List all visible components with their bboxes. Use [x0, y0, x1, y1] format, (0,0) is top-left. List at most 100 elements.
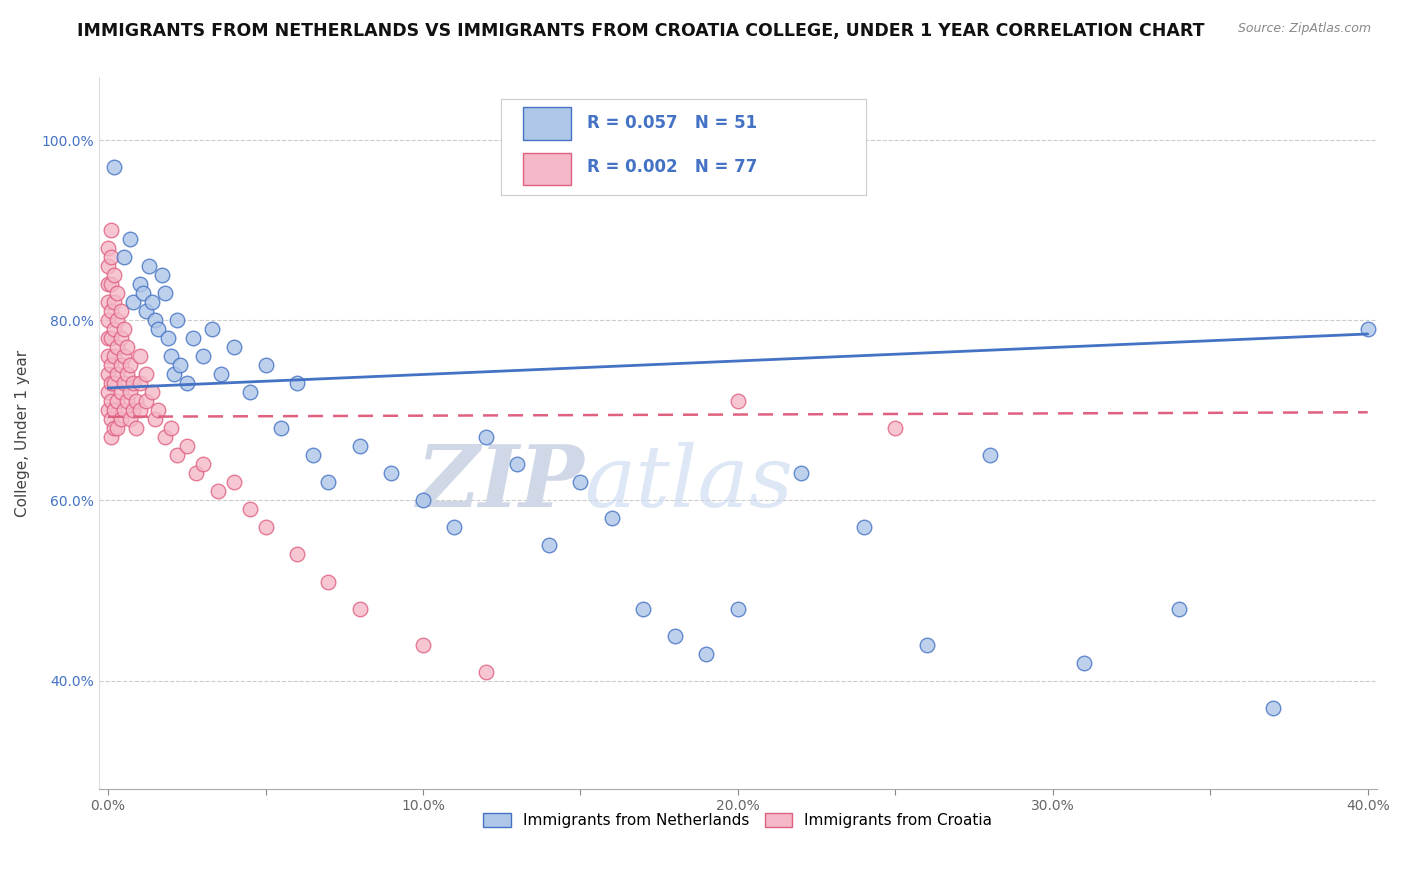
Point: [120, 385, 142, 400]
Point: [181, 331, 204, 345]
Point: [103, 322, 125, 336]
Point: [160, 421, 183, 435]
Point: [97, 277, 120, 292]
Point: [97, 350, 120, 364]
Point: [1263, 700, 1285, 714]
Point: [107, 368, 129, 382]
Point: [301, 449, 323, 463]
Point: [103, 421, 125, 435]
Point: [150, 268, 173, 283]
Point: [412, 638, 434, 652]
Point: [110, 385, 132, 400]
Y-axis label: College, Under 1 year: College, Under 1 year: [15, 350, 30, 516]
Point: [103, 350, 125, 364]
Point: [349, 440, 371, 454]
Point: [97, 295, 120, 310]
Point: [103, 295, 125, 310]
Point: [201, 322, 224, 336]
Point: [153, 286, 176, 301]
Point: [1357, 322, 1379, 336]
Point: [135, 304, 157, 318]
Point: [349, 601, 371, 615]
Point: [97, 331, 120, 345]
Point: [156, 331, 179, 345]
Point: [131, 286, 153, 301]
Point: [122, 403, 145, 417]
Text: IMMIGRANTS FROM NETHERLANDS VS IMMIGRANTS FROM CROATIA COLLEGE, UNDER 1 YEAR COR: IMMIGRANTS FROM NETHERLANDS VS IMMIGRANT…: [77, 22, 1205, 40]
Point: [239, 385, 262, 400]
Point: [128, 277, 150, 292]
Point: [97, 368, 120, 382]
Point: [141, 295, 163, 310]
Point: [112, 403, 135, 417]
Point: [186, 467, 208, 481]
Text: atlas: atlas: [585, 442, 793, 524]
Point: [110, 331, 132, 345]
Point: [112, 251, 135, 265]
Point: [122, 376, 145, 391]
Point: [148, 403, 170, 417]
Point: [169, 359, 191, 373]
Point: [285, 376, 308, 391]
Point: [727, 394, 749, 409]
Point: [97, 403, 120, 417]
Point: [122, 295, 145, 310]
Point: [153, 430, 176, 444]
Point: [125, 394, 148, 409]
Point: [103, 268, 125, 283]
Point: [664, 628, 686, 642]
Point: [135, 394, 157, 409]
Point: [163, 368, 186, 382]
Point: [285, 548, 308, 562]
Point: [100, 223, 122, 237]
Point: [128, 403, 150, 417]
Point: [979, 449, 1001, 463]
Point: [148, 322, 170, 336]
Point: [412, 493, 434, 508]
Point: [380, 467, 402, 481]
Point: [475, 665, 498, 679]
Point: [100, 430, 122, 444]
Point: [239, 502, 262, 516]
Point: [128, 376, 150, 391]
Point: [915, 638, 938, 652]
Point: [254, 520, 277, 534]
Point: [112, 322, 135, 336]
Point: [97, 313, 120, 327]
Point: [100, 251, 122, 265]
Point: [160, 350, 183, 364]
Point: [166, 449, 188, 463]
Point: [270, 421, 292, 435]
Point: [120, 359, 142, 373]
Point: [138, 260, 160, 274]
Point: [103, 376, 125, 391]
Point: [135, 368, 157, 382]
Point: [120, 232, 142, 246]
Point: [443, 520, 465, 534]
Point: [110, 359, 132, 373]
Point: [125, 421, 148, 435]
Point: [107, 286, 129, 301]
Point: [100, 277, 122, 292]
Point: [128, 350, 150, 364]
Text: ZIP: ZIP: [416, 441, 585, 524]
Point: [97, 260, 120, 274]
Text: Source: ZipAtlas.com: Source: ZipAtlas.com: [1237, 22, 1371, 36]
Point: [600, 511, 623, 525]
Point: [166, 313, 188, 327]
Point: [141, 385, 163, 400]
Point: [790, 467, 813, 481]
Point: [207, 484, 229, 499]
Point: [569, 475, 592, 490]
Point: [103, 161, 125, 175]
Point: [318, 475, 340, 490]
Point: [475, 430, 498, 444]
Legend: Immigrants from Netherlands, Immigrants from Croatia: Immigrants from Netherlands, Immigrants …: [477, 806, 998, 834]
Point: [852, 520, 875, 534]
Point: [222, 475, 245, 490]
Point: [884, 421, 907, 435]
Point: [318, 574, 340, 589]
Point: [143, 412, 166, 426]
Point: [191, 458, 214, 472]
Point: [537, 539, 560, 553]
